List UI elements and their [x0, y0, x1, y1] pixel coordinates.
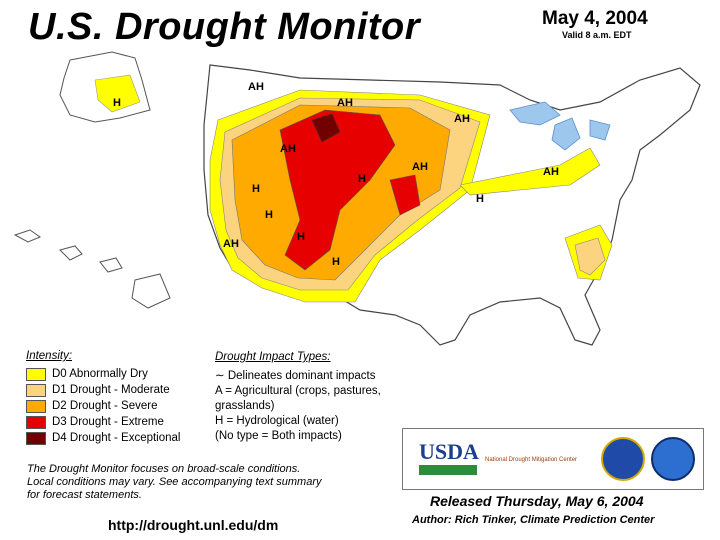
noaa-seal-icon — [651, 437, 695, 481]
d3-plains — [389, 174, 421, 216]
legend-item-d2: D2 Drought - Severe — [26, 398, 180, 414]
commerce-seal-icon — [601, 437, 645, 481]
map-label-h-2: H — [252, 183, 260, 195]
legend-swatch-d2 — [26, 399, 46, 413]
impact-line-delineates: ∼ Delineates dominant impacts — [215, 369, 415, 384]
valid-time: Valid 8 a.m. EDT — [562, 30, 632, 40]
release-date: Released Thursday, May 6, 2004 — [430, 493, 644, 509]
intensity-heading: Intensity: — [26, 350, 73, 362]
impact-line-5: (No type = Both impacts) — [215, 430, 342, 442]
d1-southeast — [574, 237, 606, 276]
impact-line-2: A = Agricultural (crops, pastures, — [215, 385, 381, 397]
drought-map: AH AH AH AH AH AH AH H H H H H H H — [13, 51, 701, 346]
boundary-line-icon: ∼ — [215, 370, 225, 382]
ndmc-logo: National Drought Mitigation Center — [485, 457, 578, 463]
legend-swatch-d4 — [26, 431, 46, 445]
map-label-ah-6: AH — [543, 166, 559, 178]
sponsor-logos: USDA National Drought Mitigation Center — [402, 428, 704, 490]
map-label-ah-4: AH — [412, 161, 428, 173]
impact-line-1: Delineates dominant impacts — [227, 370, 376, 382]
impact-heading: Drought Impact Types: — [215, 351, 331, 363]
author-credit: Author: Rich Tinker, Climate Prediction … — [412, 514, 655, 526]
hawaii-islands — [13, 229, 171, 309]
legend-swatch-d1 — [26, 383, 46, 397]
legend-item-d0: D0 Abnormally Dry — [26, 366, 180, 382]
alaska-d0-area — [94, 74, 141, 113]
usda-logo: USDA — [419, 439, 479, 464]
legend-item-d1: D1 Drought - Moderate — [26, 382, 180, 398]
map-label-h-5: H — [476, 193, 484, 205]
great-lakes — [509, 101, 611, 151]
impact-legend: Drought Impact Types: ∼ Delineates domin… — [215, 350, 415, 444]
map-label-ah-2: AH — [337, 97, 353, 109]
legend-label-d3: D3 Drought - Extreme — [52, 416, 164, 428]
map-title: U.S. Drought Monitor — [28, 6, 421, 48]
map-label-h-6: H — [358, 173, 366, 185]
legend-item-d3: D3 Drought - Extreme — [26, 414, 180, 430]
disclaimer-note: The Drought Monitor focuses on broad-sca… — [27, 463, 387, 502]
map-label-h-4: H — [332, 256, 340, 268]
d3-west — [279, 109, 396, 271]
map-label-ah-1: AH — [248, 81, 264, 93]
impact-line-4: H = Hydrological (water) — [215, 415, 339, 427]
map-label-h-3: H — [265, 209, 273, 221]
map-label-ah-5: AH — [223, 238, 239, 250]
legend-label-d0: D0 Abnormally Dry — [52, 368, 148, 380]
legend-item-d4: D4 Drought - Exceptional — [26, 430, 180, 446]
impact-line-3: grasslands) — [215, 400, 275, 412]
legend-label-d1: D1 Drought - Moderate — [52, 384, 170, 396]
legend-swatch-d0 — [26, 367, 46, 381]
d0-midwest — [459, 147, 601, 196]
map-date: May 4, 2004 — [542, 8, 648, 29]
note-line-1: The Drought Monitor focuses on broad-sca… — [27, 463, 301, 475]
website-link[interactable]: http://drought.unl.edu/dm — [108, 517, 279, 533]
map-label-h-1: H — [113, 97, 121, 109]
legend-label-d2: D2 Drought - Severe — [52, 400, 158, 412]
d4-core — [311, 113, 341, 143]
note-line-2: Local conditions may vary. See accompany… — [27, 476, 322, 488]
map-label-ah-3: AH — [454, 113, 470, 125]
map-label-ah-7: AH — [280, 143, 296, 155]
intensity-legend: Intensity: D0 Abnormally Dry D1 Drought … — [26, 350, 180, 446]
legend-label-d4: D4 Drought - Exceptional — [52, 432, 181, 444]
note-line-3: for forecast statements. — [27, 489, 142, 501]
legend-swatch-d3 — [26, 415, 46, 429]
usda-logo-bar — [419, 465, 477, 475]
map-label-h-7: H — [297, 231, 305, 243]
